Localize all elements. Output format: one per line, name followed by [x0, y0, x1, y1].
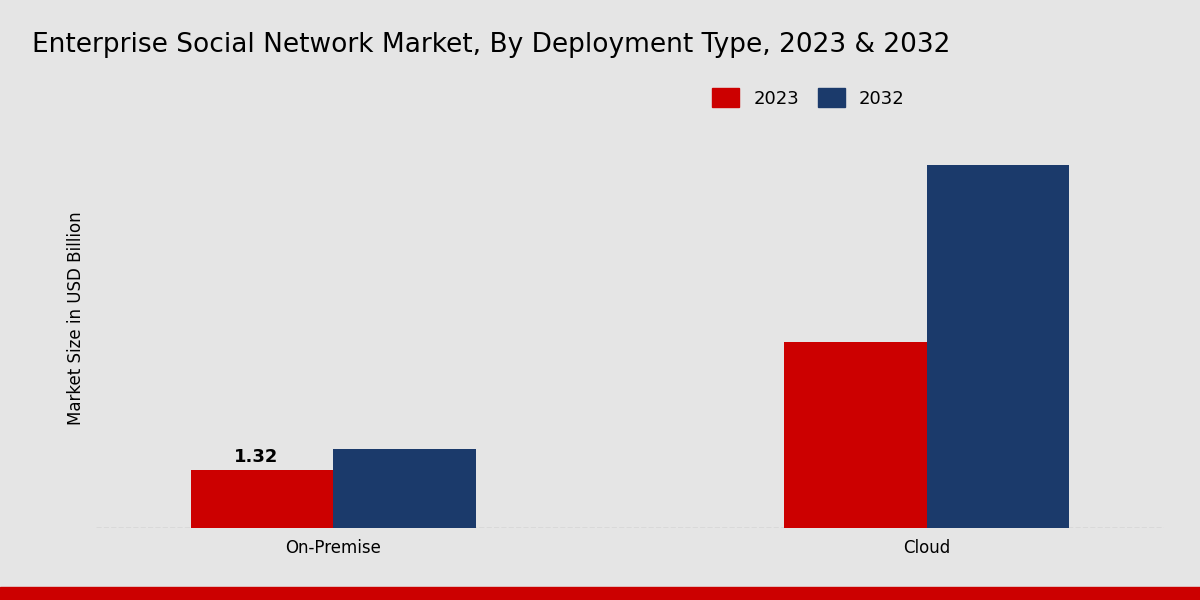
- Legend: 2023, 2032: 2023, 2032: [706, 81, 912, 115]
- Text: 1.32: 1.32: [234, 448, 278, 466]
- Bar: [926, 166, 1069, 528]
- Y-axis label: Market Size in USD Billion: Market Size in USD Billion: [67, 211, 85, 425]
- Bar: [191, 470, 334, 528]
- Bar: [785, 343, 926, 528]
- Text: Enterprise Social Network Market, By Deployment Type, 2023 & 2032: Enterprise Social Network Market, By Dep…: [32, 32, 950, 58]
- Bar: [334, 449, 475, 528]
